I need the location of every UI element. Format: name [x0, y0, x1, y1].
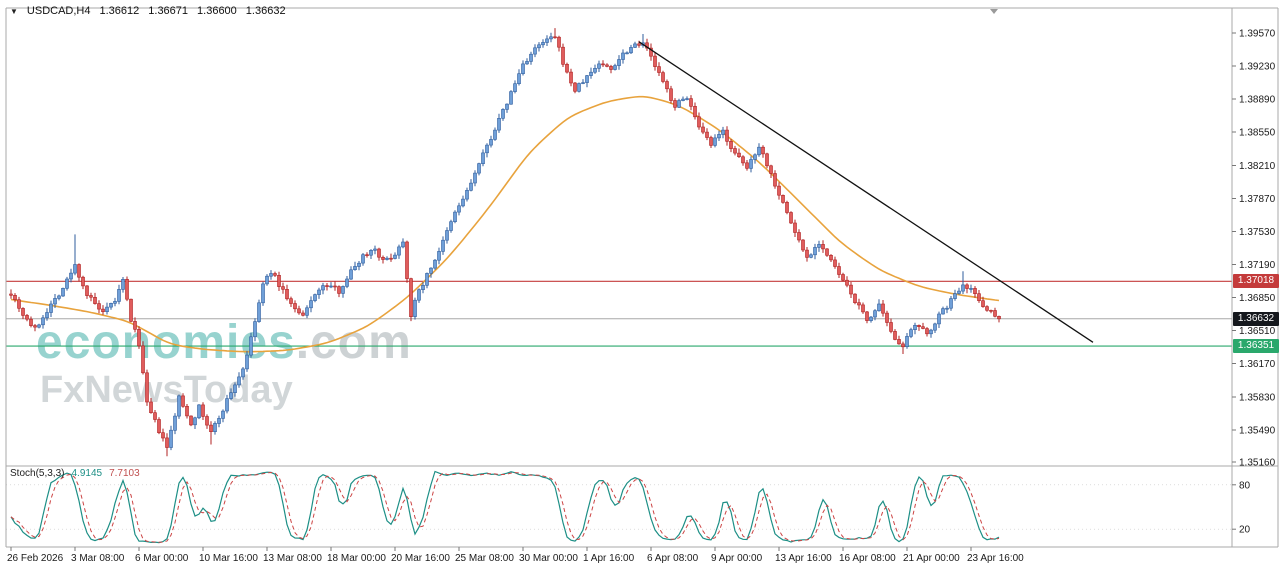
ohlc-open: 1.36612: [99, 5, 140, 17]
support-price-label[interactable]: 1.36351: [1233, 339, 1279, 354]
time-tick-label: 16 Apr 08:00: [839, 553, 896, 564]
price-tick-label: 1.36170: [1239, 359, 1276, 370]
indicator-label: Stoch(5,3,3) 4.9145 7.7103: [10, 468, 140, 479]
price-tick-label: 1.37870: [1239, 194, 1276, 205]
time-tick-label: 6 Apr 08:00: [647, 553, 699, 564]
moving-average-line: [10, 95, 1000, 353]
axes-layer: 1.39570 1.39230 1.38890 1.38550 1.38210 1.378…: [7, 29, 1276, 565]
stoch-main-line: [10, 470, 1000, 544]
price-tick-label: 1.35830: [1239, 392, 1276, 403]
price-tick-label: 1.36510: [1239, 326, 1276, 337]
descending-trendline[interactable]: [638, 41, 1094, 343]
candles-layer: [9, 28, 1001, 457]
stoch-panel-plot[interactable]: [6, 466, 1232, 547]
time-tick-label: 13 Apr 16:00: [775, 553, 832, 564]
current-price-label: 1.36632: [1233, 311, 1279, 326]
time-tick-label: 26 Feb 2026: [7, 553, 64, 564]
resistance-price-label[interactable]: 1.37018: [1233, 274, 1279, 289]
time-tick-label: 25 Mar 08:00: [455, 553, 514, 564]
price-tick-label: 1.37190: [1239, 260, 1276, 271]
time-tick-label: 13 Mar 08:00: [263, 553, 322, 564]
price-tick-label: 1.39230: [1239, 62, 1276, 73]
price-tick-label: 1.39570: [1239, 29, 1276, 40]
price-tick-label: 1.36850: [1239, 293, 1276, 304]
moving-average-layer: [10, 95, 1000, 353]
price-tick-label: 1.38210: [1239, 161, 1276, 172]
ohlc-low: 1.36600: [197, 5, 237, 17]
time-tick-label: 20 Mar 16:00: [391, 553, 450, 564]
horizontal-lines-layer: [6, 280, 1232, 347]
symbol-dropdown-icon[interactable]: ▼: [10, 6, 18, 16]
main-chart-plot[interactable]: [6, 8, 1232, 466]
price-tick-label: 1.37530: [1239, 227, 1276, 238]
indicator-main-value: 4.9145: [71, 468, 103, 479]
ohlc-close: 1.36632: [245, 5, 286, 17]
price-tick-label: 1.38890: [1239, 95, 1276, 106]
watermark-tagline: FxNewsToday: [40, 370, 412, 411]
price-tick-label: 1.38550: [1239, 128, 1276, 139]
time-tick-label: 18 Mar 00:00: [327, 553, 386, 564]
time-tick-label: 1 Apr 16:00: [583, 553, 635, 564]
stoch-level-label: 20: [1239, 525, 1251, 536]
time-tick-label: 3 Mar 08:00: [71, 553, 125, 564]
symbol-info-bar: ▼ USDCAD,H4 1.36612 1.36671 1.36600 1.36…: [10, 5, 286, 17]
symbol-name: USDCAD,H4: [26, 5, 91, 17]
time-tick-label: 6 Mar 00:00: [135, 553, 189, 564]
time-axis[interactable]: [6, 547, 1232, 565]
stochastic-layer: [6, 470, 1232, 544]
price-tick-label: 1.35160: [1239, 458, 1276, 469]
stoch-level-label: 80: [1239, 480, 1251, 491]
indicator-name: Stoch(5,3,3): [10, 468, 65, 479]
time-tick-label: 10 Mar 16:00: [199, 553, 258, 564]
time-tick-label: 9 Apr 00:00: [711, 553, 763, 564]
indicator-signal-value: 7.7103: [109, 468, 140, 479]
price-tick-label: 1.35490: [1239, 425, 1276, 436]
chart-shift-marker: [990, 9, 998, 14]
time-tick-label: 23 Apr 16:00: [967, 553, 1024, 564]
ohlc-high: 1.36671: [148, 5, 189, 17]
time-tick-label: 21 Apr 00:00: [903, 553, 960, 564]
stoch-signal-line: [10, 471, 1000, 543]
time-tick-label: 30 Mar 00:00: [519, 553, 578, 564]
watermark-domain: .com: [296, 316, 412, 369]
